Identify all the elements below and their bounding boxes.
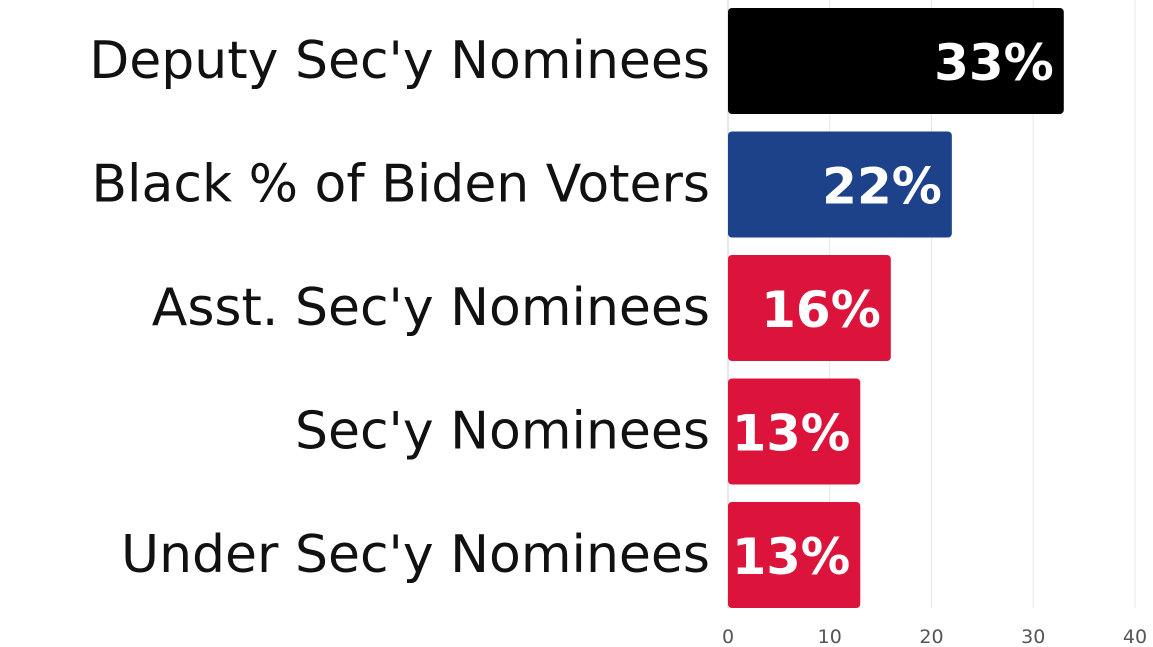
bar [728,131,952,238]
x-tick-label: 30 [1021,626,1045,647]
data-labels: 33% 22% 16% 13% 13% [732,34,1054,586]
bar [728,378,861,485]
x-tick-label: 20 [919,626,943,647]
x-tick-label: 10 [818,626,842,647]
bar [728,502,861,608]
data-label: 33% [934,34,1054,92]
data-label: 13% [732,528,850,586]
category-labels: Deputy Sec'y Nominees Black % of Biden Vo… [89,31,710,585]
category-label: Sec'y Nominees [295,402,710,462]
data-label: 13% [732,405,850,463]
x-tick-label: 40 [1123,626,1147,647]
x-axis-ticks: 0 10 20 30 40 [722,626,1147,647]
bar [728,8,1064,114]
bar [728,255,891,361]
bars [728,8,1064,608]
category-label: Deputy Sec'y Nominees [89,31,710,91]
category-label: Under Sec'y Nominees [121,525,710,585]
data-label: 22% [822,158,942,216]
x-tick-label: 0 [722,626,734,647]
category-label: Asst. Sec'y Nominees [152,278,710,338]
category-label: Black % of Biden Voters [91,155,710,215]
data-label: 16% [761,281,881,339]
